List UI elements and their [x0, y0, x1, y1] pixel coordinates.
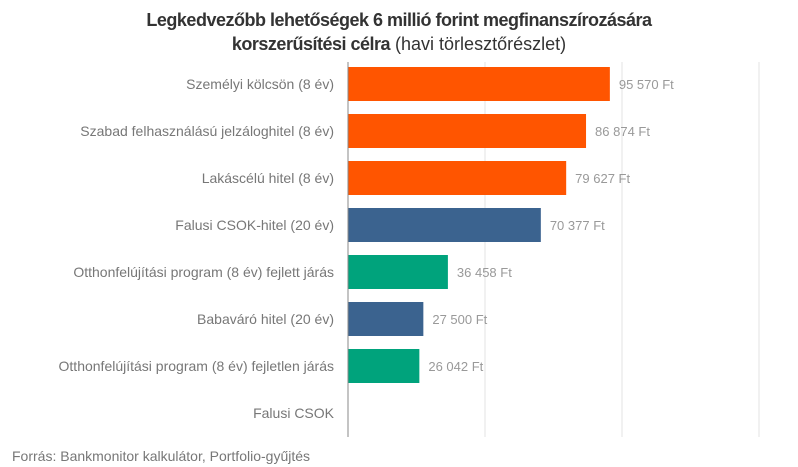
- category-label: Szabad felhasználású jelzáloghitel (8 év…: [80, 123, 334, 139]
- category-label: Otthonfelújítási program (8 év) fejlett …: [73, 264, 334, 280]
- category-label: Személyi kölcsön (8 év): [186, 76, 334, 92]
- data-label: 27 500 Ft: [432, 312, 487, 327]
- bar: [348, 208, 541, 242]
- data-label: 86 874 Ft: [595, 124, 650, 139]
- bar: [348, 161, 567, 195]
- data-label: 95 570 Ft: [619, 77, 674, 92]
- bar: [348, 114, 587, 148]
- chart-title: Legkedvezőbb lehetőségek 6 millió forint…: [0, 8, 798, 56]
- title-line2: korszerűsítési célra: [231, 34, 391, 54]
- data-label: 70 377 Ft: [550, 218, 605, 233]
- data-label: 36 458 Ft: [457, 265, 512, 280]
- category-label: Falusi CSOK-hitel (20 év): [175, 217, 334, 233]
- bar: [348, 255, 448, 289]
- category-label: Lakáscélú hitel (8 év): [202, 170, 334, 186]
- bar: [348, 302, 424, 336]
- bar: [348, 67, 610, 101]
- category-label: Falusi CSOK: [253, 405, 335, 421]
- category-label: Otthonfelújítási program (8 év) fejletle…: [59, 358, 334, 374]
- data-label: 79 627 Ft: [575, 171, 630, 186]
- data-label: 26 042 Ft: [428, 359, 483, 374]
- bar: [348, 349, 420, 383]
- title-line1: Legkedvezőbb lehetőségek 6 millió forint…: [146, 10, 652, 30]
- source-note: Forrás: Bankmonitor kalkulátor, Portfoli…: [12, 448, 311, 464]
- category-label: Babaváró hitel (20 év): [197, 311, 334, 327]
- chart-subtitle: (havi törlesztőrészlet): [395, 34, 567, 54]
